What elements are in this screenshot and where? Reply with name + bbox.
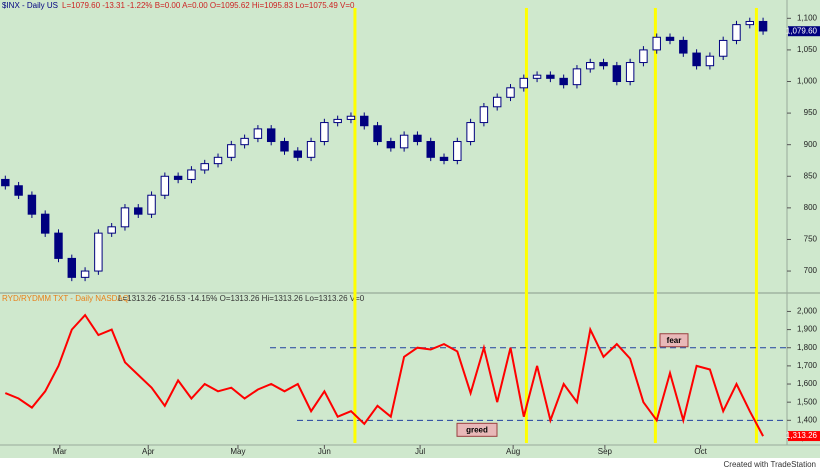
- x-tick-label: Aug: [506, 447, 520, 456]
- candle-body: [107, 226, 116, 234]
- last-value-box: [788, 26, 820, 37]
- candle-body: [639, 49, 648, 64]
- y-tick-label: 1,000: [797, 77, 818, 86]
- candle-body: [612, 65, 622, 82]
- y-tick-label: 1,800: [797, 343, 818, 352]
- y-tick-label: 900: [804, 140, 818, 149]
- candle-body: [173, 175, 183, 180]
- lower-title: RYD/RYDMM TXT - Daily NASDAQ: [2, 294, 129, 303]
- x-tick-label: Jul: [415, 447, 425, 456]
- upper-title: $INX - Daily US: [2, 1, 58, 10]
- candle-body: [147, 194, 156, 215]
- footer-bar: [0, 458, 820, 471]
- reference-label-box: [659, 333, 689, 348]
- candle-body: [732, 24, 741, 41]
- y-tick-label: 2,000: [797, 307, 818, 316]
- candle-body: [360, 115, 369, 127]
- y-tick-label: 1,600: [797, 379, 818, 388]
- candle-body: [253, 128, 263, 139]
- last-value-label: 1,079.60: [786, 26, 818, 35]
- y-tick-label: 950: [804, 108, 818, 117]
- candle-body: [346, 115, 356, 120]
- candle-body: [67, 257, 77, 278]
- y-tick-label: 1,500: [797, 397, 818, 406]
- x-tick-label: Apr: [142, 447, 155, 456]
- x-tick-label: Sep: [598, 447, 613, 456]
- candle-body: [665, 36, 675, 41]
- candle-body: [373, 125, 382, 143]
- candle-body: [160, 175, 170, 196]
- candle-body: [1, 178, 10, 187]
- x-tick-label: Oct: [694, 447, 707, 456]
- candle-body: [280, 141, 289, 152]
- candle-body: [80, 270, 90, 278]
- candle-body: [120, 207, 130, 228]
- candle-body: [625, 62, 635, 83]
- reference-label: fear: [667, 336, 682, 345]
- candle-body: [386, 141, 396, 149]
- candle-body: [240, 137, 249, 146]
- candle-body: [559, 77, 568, 86]
- background: [0, 0, 820, 458]
- reference-label: greed: [466, 425, 488, 434]
- candle-body: [679, 39, 688, 54]
- candle-body: [187, 169, 196, 180]
- candle-body: [306, 141, 316, 158]
- candle-body: [266, 128, 276, 143]
- candle-body: [333, 118, 342, 124]
- x-tick-label: Jun: [318, 447, 331, 456]
- candle-body: [506, 87, 515, 98]
- y-tick-label: 850: [804, 171, 818, 180]
- y-tick-label: 1,900: [797, 325, 818, 334]
- candle-body: [519, 77, 529, 89]
- candle-body: [426, 141, 435, 158]
- candle-body: [14, 185, 23, 196]
- y-tick-label: 800: [804, 203, 818, 212]
- candle-body: [40, 213, 50, 234]
- y-tick-label: 1,100: [797, 13, 818, 22]
- candle-body: [546, 74, 555, 79]
- candle-body: [758, 20, 768, 32]
- y-tick-label: 1,700: [797, 361, 818, 370]
- candle-body: [27, 194, 37, 215]
- ratio-line: [4, 313, 764, 437]
- y-tick-label: 700: [804, 266, 818, 275]
- footer: Created with TradeStation: [724, 460, 817, 469]
- candle-body: [320, 122, 329, 143]
- candle-body: [718, 39, 728, 57]
- candle-body: [745, 20, 754, 26]
- candle-body: [200, 163, 209, 171]
- candle-body: [599, 62, 608, 67]
- candle-body: [479, 106, 489, 124]
- candle-body: [692, 52, 701, 67]
- candle-body: [453, 141, 462, 161]
- candle-body: [572, 68, 582, 86]
- candle-body: [586, 62, 595, 70]
- candle-body: [492, 96, 502, 108]
- lower-readout: L=1313.26 -216.53 -14.15% O=1313.26 Hi=1…: [118, 294, 365, 303]
- last-value-label: 1,313.26: [786, 431, 818, 440]
- candle-body: [213, 156, 223, 165]
- x-tick-label: May: [230, 447, 245, 456]
- candle-body: [94, 232, 103, 272]
- candle-body: [532, 74, 542, 79]
- candle-body: [293, 150, 303, 158]
- candle-body: [705, 55, 715, 67]
- upper-readout: L=1079.60 -13.31 -1.22% B=0.00 A=0.00 O=…: [62, 1, 355, 10]
- candle-body: [652, 36, 661, 51]
- candle-body: [227, 144, 236, 158]
- reference-label-box: [456, 422, 498, 437]
- y-tick-label: 1,400: [797, 415, 818, 424]
- candle-body: [439, 156, 449, 161]
- candle-body: [399, 134, 409, 149]
- x-tick-label: Mar: [53, 447, 67, 456]
- candle-body: [466, 122, 475, 143]
- candle-body: [134, 207, 143, 215]
- y-tick-label: 1,050: [797, 45, 818, 54]
- candle-body: [54, 232, 63, 259]
- last-value-box: [788, 431, 820, 442]
- candle-body: [413, 134, 422, 143]
- y-tick-label: 750: [804, 235, 818, 244]
